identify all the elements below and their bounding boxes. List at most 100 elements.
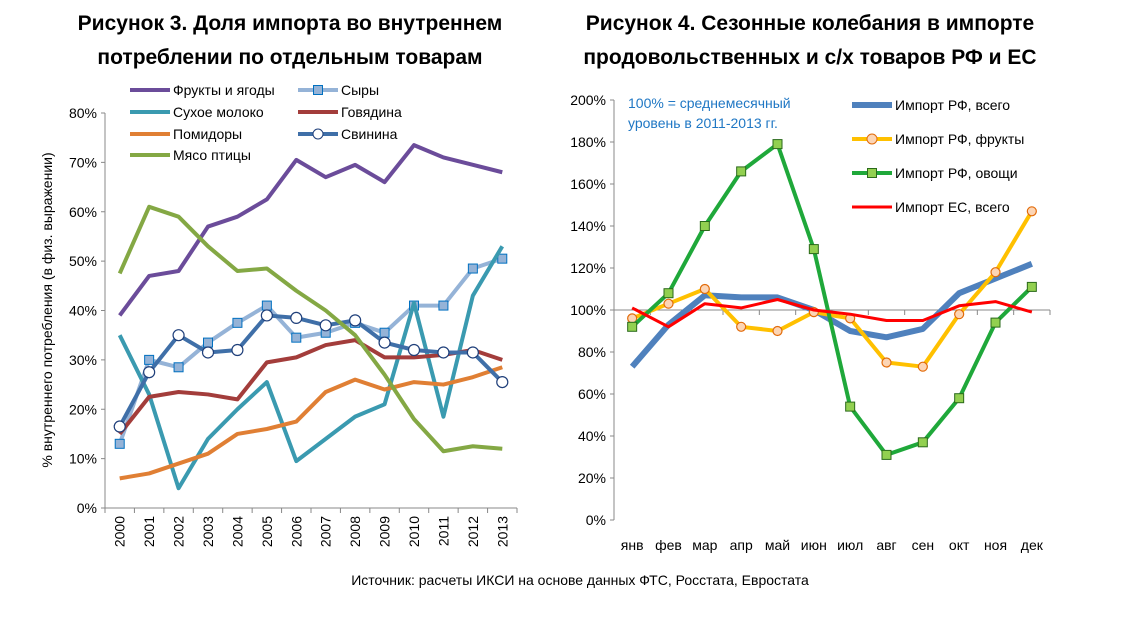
chart2-data-point [1026,206,1037,217]
chart2-data-point [954,309,965,320]
chart1-x-tick-label: 2000 [112,516,128,547]
chart2-y-tick-label: 200% [570,92,606,108]
chart2-x-tick-label: сен [912,537,935,553]
chart1-x-tick-label: 2006 [288,516,304,547]
chart1-title-line1: Рисунок 3. Доля импорта во внутреннем [78,12,503,35]
chart1-data-point [319,319,332,332]
chart1-data-point [378,336,391,349]
chart2-data-point [954,393,965,404]
chart1-data-point [379,327,390,338]
chart1-y-tick-label: 50% [69,253,97,269]
chart2-data-point [1026,281,1037,292]
chart1-data-point [114,438,125,449]
chart1-x-tick-label: 2013 [494,516,510,547]
chart2-y-tick-label: 20% [578,470,606,486]
chart1-legend-label: Свинина [341,126,398,142]
chart-import-share: Рисунок 3. Доля импорта во внутреннем по… [39,12,518,547]
chart1-x-tick-label: 2003 [200,516,216,547]
chart1-legend-label: Сухое молоко [173,104,264,120]
chart2-x-tick-label: июл [837,537,863,553]
chart2-title-line1: Рисунок 4. Сезонные колебания в импорте [586,12,1034,35]
chart2-data-point [917,437,928,448]
chart2-data-point [699,221,710,231]
chart2-y-tick-label: 0% [586,512,606,528]
chart1-y-axis-label: % внутреннего потребления (в физ. выраже… [39,152,55,467]
chart2-data-point [772,325,783,337]
chart1-data-point [261,300,272,311]
chart1-x-tick-label: 2011 [435,516,451,546]
chart1-x-tick-label: 2010 [406,516,422,547]
chart2-x-tick-label: май [765,537,790,553]
chart2-series-line [631,298,1033,329]
chart2-x-tick-label: авг [876,537,896,553]
chart2-y-tick-label: 40% [578,428,606,444]
chart2-data-point [736,166,747,177]
chart1-data-point [173,362,184,373]
source-note: Источник: расчеты ИКСИ на основе данных … [351,572,809,588]
chart1-legend-label: Говядина [341,104,402,120]
chart1-data-point [438,300,449,311]
chart1-x-tick-label: 2004 [229,516,245,547]
chart1-x-tick-label: 2002 [171,516,187,547]
chart2-data-point [627,321,638,332]
chart1-legend-marker [312,128,324,140]
chart2-series-line [631,210,1034,369]
chart2-legend-label: Импорт ЕС, всего [895,199,1010,215]
chart1-y-tick-label: 80% [69,105,97,121]
chart1-legend-label: Помидоры [173,126,242,142]
chart2-data-point [772,139,783,150]
chart1-data-point [232,317,243,328]
chart2-y-tick-label: 140% [570,218,606,234]
chart1-data-point [349,314,362,327]
chart1-data-point [143,366,156,379]
chart1-y-tick-label: 40% [69,303,97,319]
chart2-legend-marker [867,168,877,178]
chart1-data-point [497,253,508,264]
chart2-title-line2: продовольственных и с/х товаров РФ и ЕС [583,46,1036,69]
chart2-y-tick-label: 160% [570,176,606,192]
chart2-x-tick-label: окт [949,537,970,553]
chart2-x-tick-label: апр [730,537,753,553]
chart1-x-tick-label: 2009 [377,516,393,547]
chart1-x-tick-label: 2012 [465,516,481,547]
chart2-series-line [630,142,1034,457]
chart1-y-tick-label: 0% [77,500,97,516]
chart1-data-point [466,346,479,359]
chart1-y-tick-label: 20% [69,401,97,417]
chart2-data-point [917,361,928,372]
chart1-y-tick-label: 10% [69,451,97,467]
chart1-y-tick-label: 60% [69,204,97,220]
chart1-series-line [117,204,503,454]
chart1-data-point [144,354,155,365]
chart1-series-line [119,365,503,481]
chart2-x-tick-label: дек [1021,537,1044,553]
chart1-x-tick-label: 2001 [141,516,157,547]
chart2-data-point [881,449,892,460]
chart2-data-point [990,267,1001,278]
chart1-series-line [118,143,503,317]
chart1-data-point [172,329,185,342]
chart2-data-point [699,283,710,295]
chart2-data-point [808,244,819,255]
chart2-x-tick-label: июн [801,537,827,553]
chart2-x-tick-label: фев [655,537,682,553]
chart2-note-line2: уровень в 2011-2013 гг. [628,115,778,131]
chart2-x-tick-label: мар [692,537,717,553]
chart1-data-point [260,309,273,322]
chart2-data-point [736,321,747,332]
chart2-y-tick-label: 100% [570,302,606,318]
chart-seasonal: Рисунок 4. Сезонные колебания в импорте … [570,12,1051,553]
chart1-x-tick-label: 2008 [347,516,363,547]
chart2-y-tick-label: 180% [570,134,606,150]
chart2-y-tick-label: 60% [578,386,606,402]
chart2-legend-marker [866,133,878,145]
chart1-legend-label: Сыры [341,82,379,98]
chart1-data-point [291,332,302,343]
chart2-note-line1: 100% = среднемесячный [628,95,791,111]
chart2-data-point [990,317,1001,328]
chart2-y-tick-label: 80% [578,344,606,360]
chart2-legend-label: Импорт РФ, фрукты [895,131,1024,147]
chart1-legend-label: Мясо птицы [173,147,251,163]
chart1-data-point [201,346,215,359]
